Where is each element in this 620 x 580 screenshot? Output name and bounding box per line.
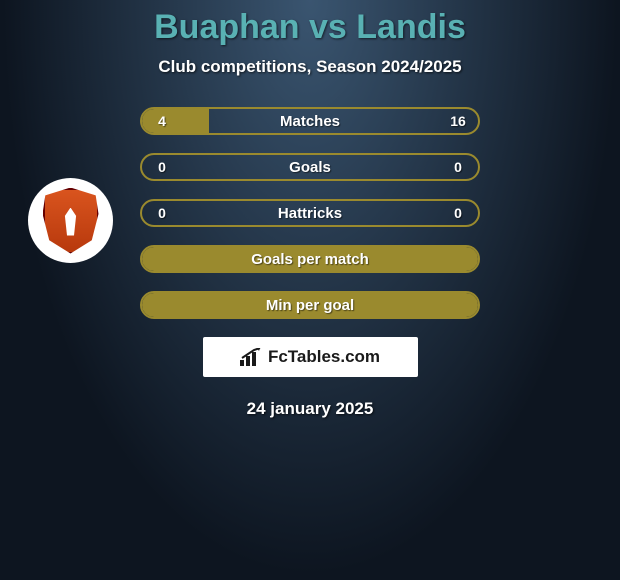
stat-row-gpm: Goals per match — [140, 245, 480, 273]
stat-left-value: 0 — [142, 159, 182, 175]
stat-row-hattricks: 0 Hattricks 0 — [140, 199, 480, 227]
stat-left-value: 4 — [142, 113, 182, 129]
fctables-watermark[interactable]: FcTables.com — [203, 337, 418, 377]
subtitle: Club competitions, Season 2024/2025 — [0, 57, 620, 77]
stat-label: Matches — [182, 113, 438, 130]
stat-left-value: 0 — [142, 205, 182, 221]
stat-label: Goals per match — [142, 251, 478, 268]
stat-row-goals: 0 Goals 0 — [140, 153, 480, 181]
chart-icon — [240, 348, 262, 366]
stat-row-mpg: Min per goal — [140, 291, 480, 319]
stat-row-matches: 4 Matches 16 — [140, 107, 480, 135]
date-text: 24 january 2025 — [0, 399, 620, 419]
watermark-text: FcTables.com — [268, 347, 380, 367]
stat-right-value: 0 — [438, 205, 478, 221]
stat-label: Min per goal — [142, 297, 478, 314]
shield-icon — [43, 188, 99, 254]
stat-label: Hattricks — [182, 205, 438, 222]
stat-right-value: 16 — [438, 113, 478, 129]
stat-label: Goals — [182, 159, 438, 176]
page-title: Buaphan vs Landis — [0, 0, 620, 47]
club-left-badge — [28, 178, 113, 263]
stat-right-value: 0 — [438, 159, 478, 175]
